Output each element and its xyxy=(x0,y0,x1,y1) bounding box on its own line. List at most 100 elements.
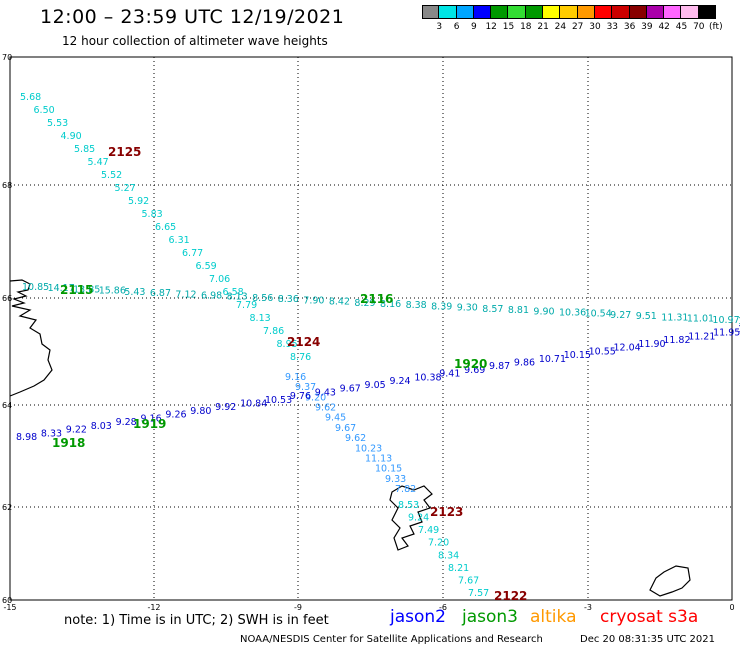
wave-height-label: 9.27 xyxy=(610,310,631,321)
faroe-islands xyxy=(389,485,433,551)
wave-height-label: 9.16 xyxy=(285,372,306,383)
iceland-coast xyxy=(9,279,53,397)
scale-label: 42 xyxy=(658,22,670,32)
wave-height-label: 11.67 xyxy=(738,324,740,335)
wave-height-label: 4.90 xyxy=(61,131,82,142)
wave-height-label: 8.53 xyxy=(398,500,419,511)
wave-height-label: 9.76 xyxy=(290,391,311,402)
scale-label: 27 xyxy=(571,22,584,32)
wave-height-label: 9.90 xyxy=(533,306,554,317)
wave-height-label: 6.77 xyxy=(182,248,203,259)
wave-height-label: 6.31 xyxy=(169,235,190,246)
lon-label: -3 xyxy=(584,603,592,612)
wave-height-label: 5.43 xyxy=(124,287,145,298)
wave-height-label: 11.90 xyxy=(638,339,665,350)
wave-height-label: 10.38 xyxy=(414,372,441,383)
satellite-legend-item: jason3 xyxy=(462,607,518,627)
page-subtitle: 12 hour collection of altimeter wave hei… xyxy=(62,34,328,48)
track-id-label: 1919 xyxy=(133,417,166,431)
wave-height-label: 5.52 xyxy=(101,170,122,181)
wave-height-label: 8.38 xyxy=(406,300,427,311)
wave-height-label: 11.95 xyxy=(713,328,740,339)
wave-height-label: 11.21 xyxy=(688,331,715,342)
wave-height-label: 5.53 xyxy=(47,118,68,129)
wave-height-label: 9.05 xyxy=(365,380,386,391)
lat-label: 62 xyxy=(2,503,12,512)
wave-height-label: 9.86 xyxy=(514,358,535,369)
wave-height-label: 14.17 xyxy=(48,283,75,294)
footer-credit: NOAA/NESDIS Center for Satellite Applica… xyxy=(240,634,543,645)
wave-height-label: 8.95 xyxy=(277,339,298,350)
wave-height-label: 7.82 xyxy=(395,484,416,495)
wave-height-label: 8.21 xyxy=(448,563,469,574)
lat-label: 60 xyxy=(2,596,12,605)
scale-swatch xyxy=(508,5,526,19)
wave-height-label: 9.45 xyxy=(325,413,346,424)
wave-height-label: 8.57 xyxy=(482,304,503,315)
wave-height-label: 8.13 xyxy=(250,313,271,324)
wave-height-label: 15.86 xyxy=(99,286,126,297)
norway-coast xyxy=(649,565,691,597)
wave-height-label: 9.87 xyxy=(489,361,510,372)
scale-swatch xyxy=(698,5,717,19)
wave-height-label: 7.90 xyxy=(303,295,324,306)
footer-timestamp: Dec 20 08:31:35 UTC 2021 xyxy=(580,634,715,645)
scale-swatch xyxy=(629,5,647,19)
wave-height-label: 7.12 xyxy=(175,289,196,300)
wave-height-label: 9.80 xyxy=(190,406,211,417)
scale-label: 18 xyxy=(520,22,532,32)
scale-label: 9 xyxy=(471,22,477,32)
wave-height-label: 5.83 xyxy=(142,209,163,220)
track-id-label: 2122 xyxy=(494,589,527,603)
scale-swatch xyxy=(577,5,595,19)
wave-height-label: 8.34 xyxy=(438,550,459,561)
wave-height-label: 8.33 xyxy=(41,428,62,439)
wave-height-label: 10.55 xyxy=(589,346,616,357)
wave-height-label: 8.13 xyxy=(227,292,248,303)
wave-height-label: 7.67 xyxy=(458,575,479,586)
satellite-legend-item: jason2 xyxy=(390,607,446,627)
wave-height-label: 9.20 xyxy=(305,392,326,403)
wave-height-label: 12.4 xyxy=(738,316,740,327)
wave-height-label: 6.58 xyxy=(223,287,244,298)
lat-label: 64 xyxy=(2,401,12,410)
scale-label: 12 xyxy=(485,22,497,32)
wave-height-label: 5.47 xyxy=(88,157,109,168)
wave-height-label: 10.53 xyxy=(265,395,292,406)
wave-height-label: 8.42 xyxy=(329,297,350,308)
wave-height-label: 9.24 xyxy=(389,376,410,387)
wave-height-label: 9.22 xyxy=(66,425,87,436)
map-grid xyxy=(10,57,732,600)
wave-height-label: 9.28 xyxy=(116,417,137,428)
scale-label: 45 xyxy=(675,22,688,32)
wave-height-label: 9.37 xyxy=(295,382,316,393)
scale-swatch xyxy=(491,5,509,19)
wave-height-label: 10.15 xyxy=(375,464,402,475)
scale-swatch xyxy=(473,5,492,19)
wave-height-label: 5.68 xyxy=(20,92,41,103)
lat-label: 70 xyxy=(2,53,12,62)
scale-swatch xyxy=(681,5,699,19)
wave-height-label: 8.03 xyxy=(91,421,112,432)
track-labels: 2125 2124 2123 2122 2115 2116 1920 1919 1918 xyxy=(52,145,527,603)
wave-height-label: 5.85 xyxy=(74,144,95,155)
scale-label: 70 xyxy=(693,22,705,32)
wave-height-label: 9.26 xyxy=(165,410,186,421)
wave-height-label: 8.98 xyxy=(16,432,37,443)
wave-height-label: 7.79 xyxy=(236,300,257,311)
page-title: 12:00 – 23:59 UTC 12/19/2021 xyxy=(40,6,345,28)
satellite-legend-item: altika xyxy=(530,607,577,627)
wave-height-label: 11.31 xyxy=(661,312,688,323)
track-id-label: 2123 xyxy=(430,505,463,519)
wave-height-label: 7.57 xyxy=(468,588,489,599)
wave-height-label: 7.86 xyxy=(263,326,284,337)
lon-label: -12 xyxy=(147,603,160,612)
lon-label: -9 xyxy=(294,603,302,612)
map-frame xyxy=(9,56,733,601)
units-note: note: 1) Time is in UTC; 2) SWH is in fe… xyxy=(64,613,329,628)
axis-labels: -15 -12 -9 -6 -3 0 70 68 66 64 62 60 xyxy=(2,53,735,612)
wave-height-label: 7.49 xyxy=(418,525,439,536)
wave-height-label: 10.23 xyxy=(355,443,382,454)
wave-height-label: 9.92 xyxy=(215,402,236,413)
satellite-legend-item: cryosat s3a xyxy=(600,607,699,627)
